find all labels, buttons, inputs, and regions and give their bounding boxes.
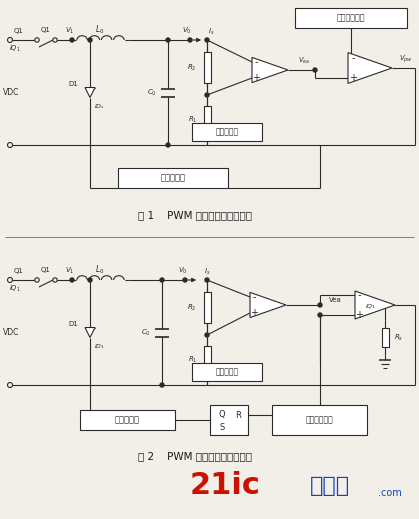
Text: $R_s$: $R_s$ — [394, 333, 403, 343]
Bar — [204, 106, 210, 134]
Text: 电流放大器: 电流放大器 — [160, 173, 186, 183]
Circle shape — [70, 38, 74, 42]
Polygon shape — [85, 88, 95, 98]
Text: $IQ_1$: $IQ_1$ — [9, 44, 21, 54]
Bar — [80, 410, 175, 430]
Polygon shape — [252, 58, 288, 83]
Text: 电学网: 电学网 — [310, 476, 350, 496]
Bar — [272, 405, 367, 435]
Polygon shape — [85, 327, 95, 337]
Text: Q1: Q1 — [14, 268, 24, 274]
Text: $R_1$: $R_1$ — [188, 115, 197, 125]
Text: $C_0$: $C_0$ — [141, 327, 151, 337]
Text: $V_0$: $V_0$ — [178, 266, 188, 276]
Circle shape — [205, 278, 209, 282]
Text: $R_2$: $R_2$ — [187, 303, 197, 312]
Circle shape — [88, 278, 92, 282]
Bar — [210, 405, 248, 435]
Text: +: + — [349, 73, 357, 83]
Text: +: + — [252, 73, 260, 83]
Text: $R_1$: $R_1$ — [188, 355, 197, 365]
Text: $V_1$: $V_1$ — [65, 266, 75, 276]
Text: $ID_s$: $ID_s$ — [94, 102, 105, 111]
Text: $IQ_1$: $IQ_1$ — [365, 303, 377, 311]
Text: 电压基准源: 电压基准源 — [215, 367, 238, 376]
Text: $L_0$: $L_0$ — [95, 24, 105, 36]
Text: 21ic: 21ic — [189, 471, 261, 500]
Bar — [192, 123, 262, 141]
Text: $ID_1$: $ID_1$ — [94, 342, 105, 351]
Text: $R_2$: $R_2$ — [187, 62, 197, 73]
Circle shape — [183, 278, 187, 282]
Text: 电压基准源: 电压基准源 — [215, 128, 238, 136]
Text: $V_{ea}$: $V_{ea}$ — [298, 56, 310, 66]
Polygon shape — [355, 291, 395, 319]
Circle shape — [88, 38, 92, 42]
Text: 图 2    PWM 峰值电流控制原理图: 图 2 PWM 峰值电流控制原理图 — [138, 451, 252, 461]
Polygon shape — [348, 52, 392, 84]
Bar — [204, 346, 210, 374]
Circle shape — [188, 38, 192, 42]
Text: 图 1    PWM 电压控制模式原理图: 图 1 PWM 电压控制模式原理图 — [138, 210, 252, 220]
Bar — [382, 328, 388, 347]
Circle shape — [160, 278, 164, 282]
Circle shape — [166, 143, 170, 147]
Text: Q1: Q1 — [41, 27, 51, 33]
Circle shape — [318, 313, 322, 317]
Text: D1: D1 — [68, 81, 78, 88]
Text: .com: .com — [378, 488, 402, 498]
Text: $V_1$: $V_1$ — [65, 26, 75, 36]
Circle shape — [8, 37, 13, 43]
Circle shape — [205, 38, 209, 42]
Text: -: - — [254, 57, 258, 67]
Text: R: R — [235, 411, 241, 419]
Text: $C_0$: $C_0$ — [147, 87, 157, 98]
Text: +: + — [250, 308, 258, 318]
Circle shape — [205, 93, 209, 97]
Bar — [192, 363, 262, 381]
Circle shape — [166, 38, 170, 42]
Circle shape — [53, 38, 57, 42]
Bar — [204, 292, 210, 323]
Circle shape — [8, 383, 13, 388]
Circle shape — [53, 278, 57, 282]
Circle shape — [160, 383, 164, 387]
Circle shape — [8, 143, 13, 147]
Text: VDC: VDC — [3, 328, 19, 337]
Bar — [118, 168, 228, 188]
Text: -: - — [357, 290, 361, 300]
Bar — [204, 52, 210, 83]
Circle shape — [318, 303, 322, 307]
Text: D1: D1 — [68, 321, 78, 327]
Circle shape — [205, 333, 209, 337]
Text: Q1: Q1 — [41, 267, 51, 273]
Text: +: + — [355, 310, 363, 320]
Circle shape — [313, 68, 317, 72]
Text: VDC: VDC — [3, 88, 19, 97]
Text: $V_0$: $V_0$ — [182, 26, 192, 36]
Text: $IQ_1$: $IQ_1$ — [9, 284, 21, 294]
Circle shape — [70, 278, 74, 282]
Text: 锯齿波发生器: 锯齿波发生器 — [337, 13, 365, 22]
Text: 电流放大器: 电流放大器 — [115, 416, 140, 425]
Text: $I_s$: $I_s$ — [208, 27, 214, 37]
Text: 锯齿波发射器: 锯齿波发射器 — [305, 416, 334, 425]
Text: S: S — [220, 424, 225, 432]
Circle shape — [35, 278, 39, 282]
Text: Vea: Vea — [328, 297, 341, 303]
Text: $I_s$: $I_s$ — [204, 267, 210, 277]
Polygon shape — [250, 292, 286, 318]
Text: -: - — [351, 53, 355, 63]
Text: -: - — [252, 292, 256, 302]
Text: Q: Q — [219, 411, 225, 419]
Bar — [295, 8, 407, 28]
Text: $L_0$: $L_0$ — [95, 264, 105, 276]
Text: Q1: Q1 — [14, 28, 24, 34]
Text: $V_{pw}$: $V_{pw}$ — [399, 53, 413, 65]
Circle shape — [35, 38, 39, 42]
Circle shape — [8, 278, 13, 282]
